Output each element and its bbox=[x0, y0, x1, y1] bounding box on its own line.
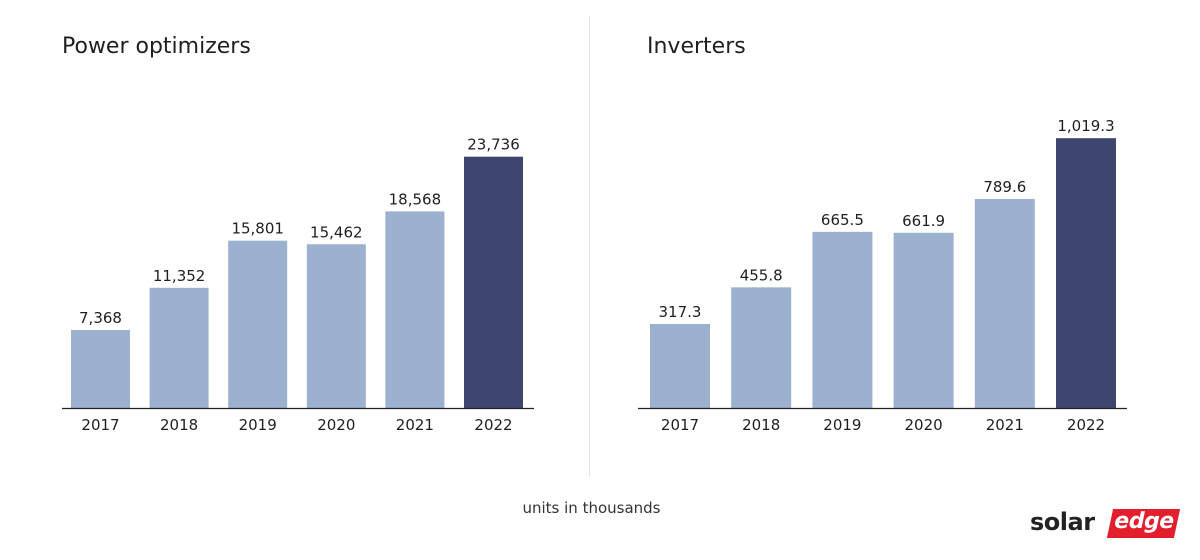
inverters-value-label-2020: 661.9 bbox=[902, 212, 945, 230]
power-optimizers-value-label-2021: 18,568 bbox=[389, 190, 442, 208]
inverters-x-tick-2020: 2020 bbox=[905, 416, 943, 434]
inverters-bar-2017 bbox=[650, 324, 710, 408]
power-optimizers-bar-2022 bbox=[464, 156, 523, 408]
inverters-value-label-2019: 665.5 bbox=[821, 211, 864, 229]
inverters-bar-2022 bbox=[1056, 138, 1116, 408]
inverters-bar-2018 bbox=[731, 287, 792, 408]
inverters-x-tick-2018: 2018 bbox=[742, 416, 780, 434]
power-optimizers-value-label-2017: 7,368 bbox=[79, 309, 122, 327]
chart-title-inverters: Inverters bbox=[647, 34, 746, 59]
inverters-value-label-2022: 1,019.3 bbox=[1057, 117, 1114, 135]
inverters-value-label-2018: 455.8 bbox=[740, 266, 783, 284]
power-optimizers-value-label-2022: 23,736 bbox=[467, 136, 520, 154]
inverters-bar-2021 bbox=[974, 198, 1035, 408]
power-optimizers-x-tick-2022: 2022 bbox=[474, 416, 512, 434]
power-optimizers-value-label-2019: 15,801 bbox=[231, 220, 284, 238]
inverters-bar-2019 bbox=[812, 231, 873, 408]
power-optimizers-bar-2019 bbox=[228, 240, 288, 408]
inverters-value-label-2021: 789.6 bbox=[983, 178, 1026, 196]
chart-title-power-optimizers: Power optimizers bbox=[62, 34, 251, 59]
power-optimizers-bar-2017 bbox=[71, 329, 130, 408]
power-optimizers-value-label-2018: 11,352 bbox=[153, 267, 206, 285]
inverters-x-tick-2017: 2017 bbox=[661, 416, 699, 434]
solaredge-logo: solar edge bbox=[1030, 508, 1181, 542]
power-optimizers-bar-2020 bbox=[306, 244, 366, 408]
logo-text-solar: solar bbox=[1030, 508, 1095, 536]
power-optimizers-x-tick-2019: 2019 bbox=[239, 416, 277, 434]
inverters-x-tick-2021: 2021 bbox=[986, 416, 1024, 434]
logo-text-edge: edge bbox=[1106, 509, 1181, 538]
panel-divider bbox=[589, 16, 590, 476]
power-optimizers-bar-2018 bbox=[149, 287, 209, 408]
power-optimizers-x-tick-2017: 2017 bbox=[81, 416, 119, 434]
power-optimizers-x-tick-2021: 2021 bbox=[396, 416, 434, 434]
power-optimizers-x-tick-2020: 2020 bbox=[317, 416, 355, 434]
units-footnote: units in thousands bbox=[522, 499, 661, 517]
inverters-value-label-2017: 317.3 bbox=[659, 303, 702, 321]
power-optimizers-bar-2021 bbox=[385, 211, 445, 408]
power-optimizers-value-label-2020: 15,462 bbox=[310, 223, 363, 241]
inverters-x-tick-2019: 2019 bbox=[823, 416, 861, 434]
power-optimizers-x-tick-2018: 2018 bbox=[160, 416, 198, 434]
inverters-x-tick-2022: 2022 bbox=[1067, 416, 1105, 434]
inverters-bar-2020 bbox=[893, 232, 954, 408]
